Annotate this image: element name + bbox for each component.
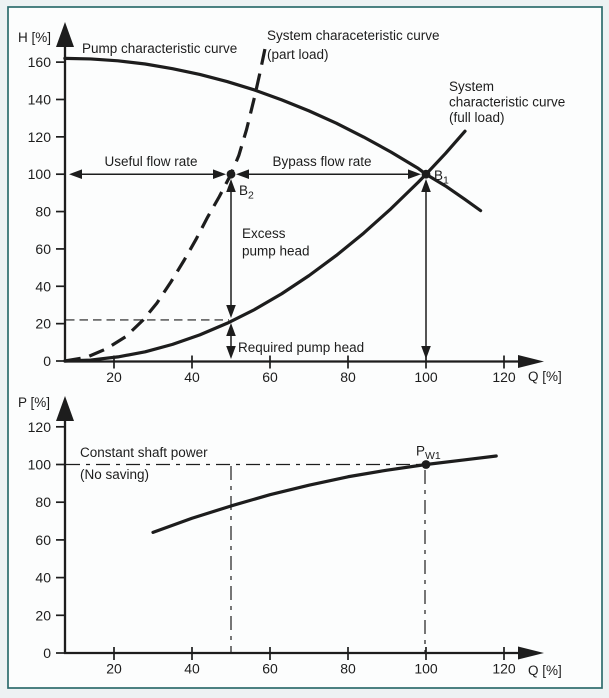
y-tick-label: 80 xyxy=(35,494,51,510)
operating-point-label: B1 xyxy=(434,168,449,187)
x-tick-label: 20 xyxy=(106,369,122,385)
y-tick-label: 60 xyxy=(35,241,51,257)
power-flow-chart: 120 100 80 60 40 20 0 20 40 60 80 100 120 PW1 Constant… xyxy=(18,395,562,678)
y-axis-unit-label: H [%] xyxy=(18,30,51,45)
curve-shaft-power-curve xyxy=(151,454,498,534)
y-tick-label: 100 xyxy=(28,457,52,473)
y-axis-unit-label: P [%] xyxy=(18,395,50,410)
x-tick-label: 60 xyxy=(262,369,278,385)
dimension-arrowhead xyxy=(226,179,236,192)
label-required-pump-head: Required pump head xyxy=(238,340,364,355)
x-axis-arrowhead xyxy=(518,646,544,660)
dimension-arrowhead xyxy=(226,346,236,359)
y-axis-arrowhead xyxy=(56,22,74,47)
label-pump-curve: Pump characteristic curve xyxy=(82,41,237,56)
x-axis-unit-label: Q [%] xyxy=(528,369,562,384)
x-axis-unit-label: Q [%] xyxy=(528,663,562,678)
operating-point-label: B2 xyxy=(239,183,254,202)
diagram-frame xyxy=(7,6,603,689)
y-tick-label: 40 xyxy=(35,278,51,294)
x-tick-label: 40 xyxy=(184,369,200,385)
y-tick-label: 160 xyxy=(28,54,52,70)
y-tick-label: 140 xyxy=(28,91,52,107)
y-tick-label: 0 xyxy=(43,353,51,369)
dimension-arrowhead xyxy=(236,169,249,179)
dimension-arrowhead xyxy=(226,323,236,336)
label-system-full-load: System characteristic curve (full load) xyxy=(449,79,565,125)
x-tick-label: 20 xyxy=(106,661,122,677)
curve-system-characteristic-curve-full-load- xyxy=(63,129,467,363)
y-tick-label: 120 xyxy=(28,129,52,145)
label-bypass-flow-rate: Bypass flow rate xyxy=(272,154,371,169)
dimension-arrowhead xyxy=(69,169,82,179)
dimension-arrowhead xyxy=(408,169,421,179)
x-tick-label: 100 xyxy=(414,369,438,385)
x-tick-label: 120 xyxy=(492,661,516,677)
y-tick-label: 80 xyxy=(35,204,51,220)
label-constant-shaft-power: Constant shaft power xyxy=(80,445,208,460)
label-excess-pump-head: Excess pump head xyxy=(242,226,310,259)
dimension-arrowhead xyxy=(421,346,431,359)
dimension-arrowhead xyxy=(226,305,236,318)
x-tick-label: 120 xyxy=(492,369,516,385)
y-tick-label: 60 xyxy=(35,532,51,548)
dimension-arrowhead xyxy=(213,169,226,179)
x-tick-label: 80 xyxy=(340,369,356,385)
x-tick-label: 40 xyxy=(184,661,200,677)
label-useful-flow-rate: Useful flow rate xyxy=(104,154,197,169)
label-no-saving: (No saving) xyxy=(80,467,149,482)
y-tick-label: 40 xyxy=(35,570,51,586)
operating-point-dot xyxy=(226,169,236,179)
x-axis-arrowhead xyxy=(518,355,544,368)
x-tick-label: 80 xyxy=(340,661,356,677)
y-axis-arrowhead xyxy=(56,396,74,421)
x-tick-label: 100 xyxy=(414,661,438,677)
curve-system-characeteristic-curve-part-load- xyxy=(64,46,267,363)
label-system-part-load: System characeteristic curve (part load) xyxy=(267,28,440,62)
y-tick-label: 20 xyxy=(35,316,51,332)
x-tick-label: 60 xyxy=(262,661,278,677)
operating-point-label: PW1 xyxy=(416,444,441,463)
head-flow-chart: 160 140 120 100 80 60 40 20 0 20 40 60 80 100 120 B2 B1 P… xyxy=(18,22,565,385)
y-tick-label: 120 xyxy=(28,419,52,435)
y-tick-label: 100 xyxy=(28,166,52,182)
dimension-arrowhead xyxy=(421,179,431,192)
operating-point-dot xyxy=(421,169,431,179)
y-tick-label: 0 xyxy=(43,645,51,661)
operating-point-dot xyxy=(421,460,431,469)
y-tick-label: 20 xyxy=(35,607,51,623)
